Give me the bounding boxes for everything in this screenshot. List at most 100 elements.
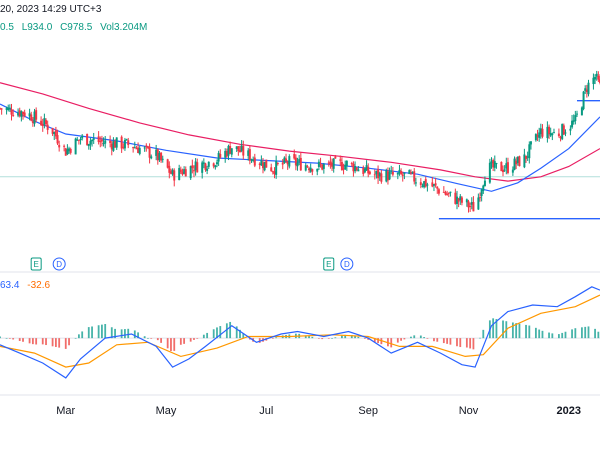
candle-body — [423, 181, 426, 188]
macd-histogram-bar — [170, 338, 172, 352]
macd-histogram-bar — [258, 338, 261, 343]
candle — [580, 106, 583, 116]
macd-histogram-bar — [551, 333, 554, 339]
candle — [340, 157, 343, 171]
candle-body — [469, 206, 472, 208]
candle — [56, 129, 59, 146]
candle-body — [449, 191, 452, 193]
candle-body — [53, 132, 56, 135]
candle — [503, 165, 506, 173]
candle — [339, 155, 342, 167]
candle-body — [442, 191, 445, 193]
macd-histogram-bar — [515, 323, 518, 339]
candle — [227, 144, 230, 161]
earnings-label: E — [326, 260, 331, 269]
candle-body — [373, 174, 376, 176]
candle-body — [281, 162, 284, 165]
candle — [421, 183, 424, 188]
candle — [127, 137, 130, 149]
candle-body — [229, 146, 232, 154]
candle-body — [488, 162, 491, 183]
candle — [158, 151, 161, 162]
earnings-marker[interactable]: E — [323, 257, 335, 271]
candle — [585, 84, 588, 98]
candle-body — [492, 160, 495, 168]
candle-body — [18, 110, 21, 117]
candle-body — [20, 111, 23, 117]
candle-body — [529, 141, 532, 145]
candle — [97, 131, 100, 145]
candle-body — [551, 133, 554, 136]
candle-body — [183, 169, 186, 174]
candle — [160, 152, 163, 163]
candle-body — [204, 163, 207, 170]
candle — [114, 139, 117, 148]
candle-body — [444, 192, 447, 195]
candle — [201, 160, 204, 179]
candle — [401, 171, 404, 182]
candle-body — [181, 172, 184, 175]
macd-histogram-bar — [35, 338, 38, 345]
earnings-marker[interactable]: E — [30, 257, 42, 271]
candle — [41, 118, 44, 132]
candle-body — [541, 128, 544, 137]
macd-histogram-bar — [318, 338, 320, 339]
candle-body — [127, 140, 130, 146]
candle-body — [58, 144, 61, 148]
low-value: L934.0 — [21, 22, 53, 33]
candle — [276, 162, 279, 166]
dividend-marker[interactable]: D — [52, 257, 66, 271]
candle — [169, 168, 172, 175]
dividend-marker[interactable]: D — [340, 257, 354, 271]
candle — [319, 157, 322, 168]
macd-histogram-bar — [465, 338, 468, 348]
macd-histogram-bar — [311, 336, 314, 339]
macd-histogram-bar — [127, 328, 130, 339]
candle-body — [424, 179, 427, 187]
moving-averages — [0, 82, 600, 192]
candle-body — [196, 162, 199, 173]
candle — [506, 157, 509, 175]
candle-body — [66, 149, 69, 155]
dividend-badge — [52, 257, 66, 271]
macd-histogram-bar — [597, 331, 600, 339]
candle — [457, 197, 460, 208]
candle-body — [109, 140, 112, 144]
candle — [8, 104, 11, 112]
macd-histogram-bar — [78, 334, 80, 339]
macd-histogram-bar — [518, 323, 521, 339]
candle-body — [74, 138, 77, 155]
candle-body — [285, 158, 288, 162]
candle — [28, 108, 31, 121]
candle-body — [99, 141, 102, 143]
candle — [204, 162, 207, 172]
candle — [345, 160, 348, 171]
candle-body — [252, 159, 255, 161]
macd-histogram-bar — [419, 335, 422, 339]
candle-body — [294, 157, 297, 166]
macd-histogram-bar — [574, 328, 577, 339]
candle — [546, 121, 549, 143]
candle — [541, 124, 544, 139]
macd-histogram-bar — [327, 338, 330, 339]
candle — [120, 135, 123, 153]
candle-body — [411, 171, 414, 173]
candle — [155, 144, 158, 161]
candle — [470, 197, 473, 210]
candle — [569, 125, 572, 136]
candle-body — [253, 157, 256, 166]
candle-body — [258, 163, 261, 165]
candle-body — [332, 158, 335, 169]
candle — [375, 170, 378, 179]
candle-body — [363, 168, 366, 173]
candle-body — [539, 128, 542, 135]
candle-body — [81, 135, 84, 139]
candle-body — [546, 126, 549, 139]
candle — [488, 158, 491, 184]
candle — [219, 149, 222, 159]
candle — [112, 137, 115, 152]
time-axis[interactable]: Mar May Jul Sep Nov 2023 — [56, 405, 581, 417]
candle-body — [582, 91, 585, 110]
